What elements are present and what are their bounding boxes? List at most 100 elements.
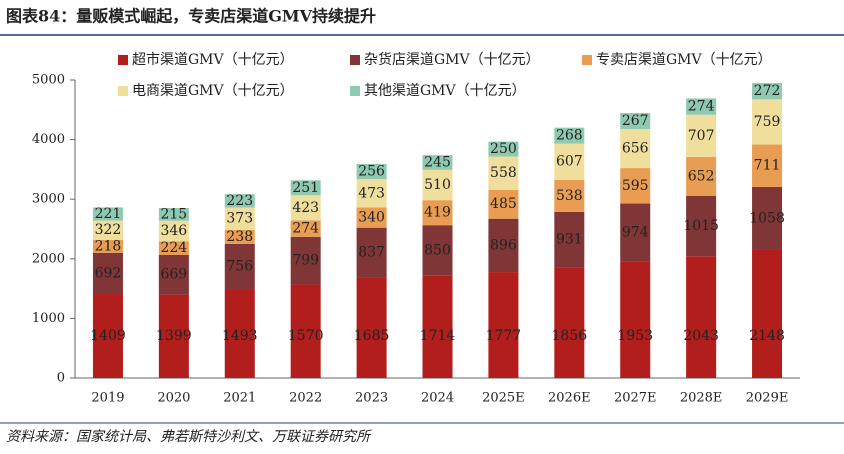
bar-segment	[224, 289, 255, 378]
data-label: 2148	[749, 328, 785, 344]
x-tick-label: 2025E	[482, 391, 525, 406]
bar-segment	[620, 168, 651, 204]
data-label: 756	[226, 258, 253, 274]
data-label: 1409	[90, 328, 126, 344]
legend-swatch	[582, 55, 592, 65]
data-label: 896	[490, 237, 517, 253]
bar-segment	[92, 252, 123, 295]
bar-segment	[158, 241, 189, 255]
bar-segment	[224, 207, 255, 230]
bar-segment	[92, 294, 123, 378]
legend-label: 专卖店渠道GMV（十亿元）	[596, 52, 772, 68]
data-label: 1953	[617, 328, 653, 344]
x-tick-label: 2026E	[548, 391, 591, 406]
bar-segment	[488, 272, 519, 378]
data-label: 485	[490, 196, 517, 212]
data-label: 221	[95, 206, 122, 222]
bar-segment	[290, 284, 321, 378]
bar-segment	[92, 239, 123, 253]
data-label: 268	[556, 128, 583, 144]
bar-segment	[290, 236, 321, 285]
legend-swatch	[118, 86, 128, 96]
bar-segment	[422, 275, 453, 378]
bar-segment	[356, 207, 387, 228]
x-tick-label: 2024	[421, 391, 454, 406]
bar-segment	[290, 220, 321, 237]
bar-segment	[488, 218, 519, 273]
data-label: 256	[358, 164, 385, 180]
data-label: 595	[622, 178, 649, 194]
data-label: 558	[490, 165, 517, 181]
data-label: 373	[226, 211, 253, 227]
data-label: 1685	[354, 328, 390, 344]
bar-segment	[356, 179, 387, 208]
bar-segment	[356, 163, 387, 180]
bar-segment	[224, 229, 255, 244]
data-label: 538	[556, 188, 583, 204]
data-label: 223	[226, 193, 253, 209]
y-tick-label: 1000	[32, 311, 65, 326]
bar-segment	[488, 156, 519, 190]
bar-segment	[92, 207, 123, 221]
legend-label: 其他渠道GMV（十亿元）	[364, 83, 526, 99]
data-label: 218	[95, 238, 122, 254]
data-label: 473	[358, 185, 385, 201]
data-label: 419	[424, 205, 451, 221]
x-tick-label: 2027E	[614, 391, 657, 406]
bar-segment	[686, 256, 717, 378]
data-label: 1058	[749, 210, 785, 226]
x-tick-label: 2028E	[680, 391, 723, 406]
bar-segment	[752, 144, 783, 187]
data-label: 759	[754, 114, 781, 130]
data-label: 1777	[486, 328, 522, 344]
bar-segment	[752, 83, 783, 100]
data-label: 711	[754, 158, 781, 174]
bar-segment	[224, 194, 255, 208]
bar-segment	[488, 189, 519, 219]
bar-segment	[686, 114, 717, 157]
bar-segment	[620, 261, 651, 378]
data-label: 251	[292, 180, 319, 196]
bar-segment	[158, 220, 189, 242]
bar-segment	[686, 98, 717, 115]
bar-segment	[752, 99, 783, 145]
y-tick-label: 0	[57, 371, 65, 386]
data-label: 1015	[683, 218, 719, 234]
y-tick-label: 2000	[32, 251, 65, 266]
bar-segment	[92, 220, 123, 240]
x-tick-label: 2020	[157, 391, 190, 406]
data-label: 652	[688, 168, 715, 184]
data-label: 250	[490, 141, 517, 157]
bar-segment	[290, 195, 321, 221]
legend-swatch	[350, 55, 360, 65]
chart-title: 图表84：量贩模式崛起，专卖店渠道GMV持续提升	[6, 7, 376, 26]
x-tick-label: 2019	[91, 391, 124, 406]
bar-segment	[290, 180, 321, 196]
legend-label: 杂货店渠道GMV（十亿元）	[364, 51, 540, 68]
x-tick-label: 2029E	[746, 391, 789, 406]
bar-segment	[356, 227, 387, 278]
bar-segment	[488, 141, 519, 157]
x-tick-label: 2021	[223, 391, 256, 406]
data-label: 607	[556, 154, 583, 170]
data-label: 799	[292, 253, 319, 269]
data-label: 692	[95, 265, 122, 281]
y-tick-label: 3000	[32, 192, 65, 207]
data-label: 346	[160, 223, 187, 239]
legend-label: 电商渠道GMV（十亿元）	[132, 83, 294, 99]
bar-segment	[158, 207, 189, 221]
data-label: 224	[160, 240, 187, 256]
data-label: 974	[622, 225, 649, 241]
data-label: 238	[226, 229, 253, 245]
data-label: 272	[754, 83, 781, 99]
data-label: 656	[622, 141, 649, 157]
bar-segment	[422, 200, 453, 226]
data-label: 215	[160, 206, 187, 222]
data-label: 2043	[683, 328, 719, 344]
bar-segment	[356, 277, 387, 378]
bar-segment	[620, 203, 651, 262]
data-label: 1714	[420, 328, 456, 344]
legend-label: 超市渠道GMV（十亿元）	[132, 51, 294, 68]
bar-segment	[158, 254, 189, 295]
legend-swatch	[118, 55, 128, 65]
